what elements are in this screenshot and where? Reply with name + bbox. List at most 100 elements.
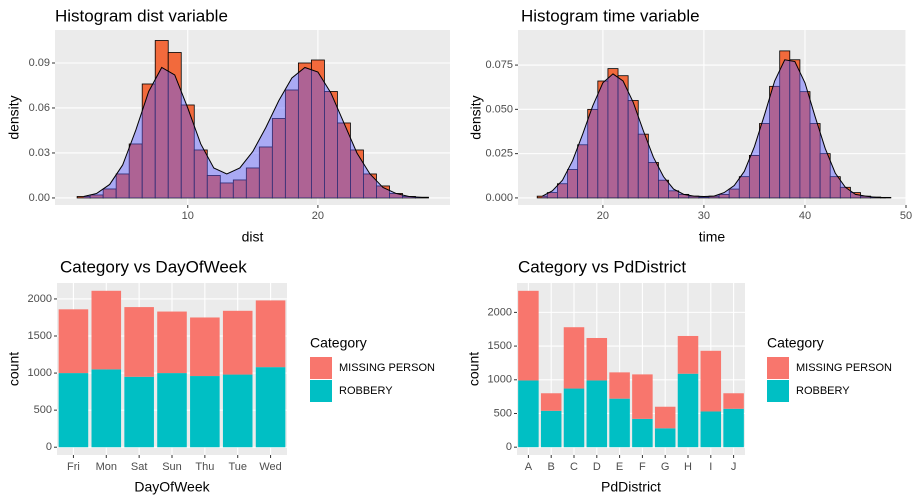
y-tick-label: 500	[34, 404, 52, 416]
bar-segment	[190, 376, 220, 448]
x-tick-label: D	[593, 461, 601, 473]
x-axis-label: dist	[242, 229, 264, 245]
y-tick-label: 0.00	[29, 192, 50, 204]
bar-segment	[157, 373, 187, 448]
bar-segment	[677, 373, 699, 448]
y-axis-label: density	[468, 95, 484, 139]
bar-segment	[654, 406, 676, 429]
y-tick-label: 1500	[488, 340, 512, 352]
y-axis-label: count	[6, 352, 22, 386]
bar-segment	[58, 373, 89, 448]
x-axis-label: time	[699, 229, 726, 245]
bar-segment	[58, 309, 89, 374]
chart-title: Category vs PdDistrict	[518, 257, 686, 276]
bar-segment	[91, 369, 122, 448]
bar-segment	[540, 393, 562, 411]
bar-segment	[91, 290, 122, 370]
x-tick-label: A	[525, 461, 533, 473]
legend-label: MISSING PERSON	[796, 362, 892, 374]
y-tick-label: 2000	[488, 306, 512, 318]
y-tick-label: 1000	[28, 367, 52, 379]
bar-segment	[222, 374, 253, 448]
x-tick-label: 20	[597, 210, 609, 222]
bar	[376, 185, 390, 199]
legend-title: Category	[310, 335, 367, 351]
x-tick-label: 10	[182, 210, 194, 222]
bar-segment	[654, 428, 676, 448]
bar-segment	[677, 335, 699, 374]
density-area	[83, 67, 423, 198]
y-tick-label: 0.06	[29, 102, 50, 114]
density-area	[542, 59, 886, 198]
bar-segment	[632, 374, 653, 419]
x-tick-label: B	[548, 461, 555, 473]
legend-key	[310, 357, 332, 379]
x-tick-label: 20	[312, 210, 324, 222]
legend-label: ROBBERY	[796, 385, 850, 397]
x-tick-label: Fri	[67, 461, 80, 473]
y-tick-label: 0.025	[485, 148, 513, 160]
bar-segment	[632, 418, 653, 448]
y-axis-label: count	[466, 352, 482, 386]
legend-key	[767, 380, 789, 402]
x-tick-label: Thu	[195, 461, 214, 473]
bar-segment	[222, 310, 253, 375]
chart-title: Histogram dist variable	[55, 6, 228, 25]
y-tick-label: 0	[46, 441, 52, 453]
x-tick-label: Sat	[131, 461, 148, 473]
y-tick-label: 1000	[488, 374, 512, 386]
bar-segment	[700, 350, 722, 412]
x-tick-label: I	[709, 461, 712, 473]
bar-segment	[518, 380, 539, 448]
x-tick-label: 50	[900, 210, 912, 222]
x-tick-label: Mon	[96, 461, 117, 473]
bar-segment	[255, 367, 286, 448]
legend-key	[767, 357, 789, 379]
bar-segment	[255, 300, 286, 368]
bar-segment	[723, 408, 744, 448]
density-line	[542, 59, 886, 199]
bar-segment	[700, 411, 722, 448]
y-tick-label: 0.000	[485, 192, 513, 204]
bar-segment	[157, 311, 187, 374]
x-tick-label: Sun	[162, 461, 182, 473]
density-line	[83, 66, 423, 199]
bar-segment	[586, 380, 608, 448]
y-tick-label: 1500	[28, 330, 52, 342]
y-tick-label: 0.03	[29, 147, 50, 159]
x-axis-label: PdDistrict	[601, 479, 661, 495]
x-tick-label: J	[731, 461, 737, 473]
bar-segment	[586, 337, 608, 381]
x-tick-label: 40	[799, 210, 811, 222]
x-tick-label: G	[661, 461, 670, 473]
bar-segment	[190, 317, 220, 377]
bar	[819, 153, 831, 199]
chart-title: Category vs DayOfWeek	[60, 257, 247, 276]
bar-segment	[540, 410, 562, 448]
y-tick-label: 0.075	[485, 59, 513, 71]
y-tick-label: 500	[494, 407, 512, 419]
y-tick-label: 0.09	[29, 57, 50, 69]
chart-title: Histogram time variable	[521, 6, 700, 25]
legend-key	[310, 380, 332, 402]
legend-label: MISSING PERSON	[339, 362, 435, 374]
x-tick-label: F	[639, 461, 646, 473]
y-axis-label: density	[6, 95, 22, 139]
bar-segment	[563, 327, 585, 389]
x-axis-label: DayOfWeek	[134, 479, 210, 495]
bar-segment	[563, 388, 585, 448]
x-tick-label: H	[684, 461, 692, 473]
x-tick-label: Tue	[228, 461, 247, 473]
bar	[658, 179, 669, 199]
legend-label: ROBBERY	[339, 385, 393, 397]
x-tick-label: E	[616, 461, 623, 473]
x-tick-label: 30	[698, 210, 710, 222]
bar-segment	[723, 393, 744, 409]
x-tick-label: C	[570, 461, 578, 473]
bar	[193, 149, 208, 199]
bar-segment	[518, 290, 539, 381]
bar-segment	[609, 372, 630, 399]
bar-segment	[124, 307, 154, 377]
y-tick-label: 0.050	[485, 103, 513, 115]
